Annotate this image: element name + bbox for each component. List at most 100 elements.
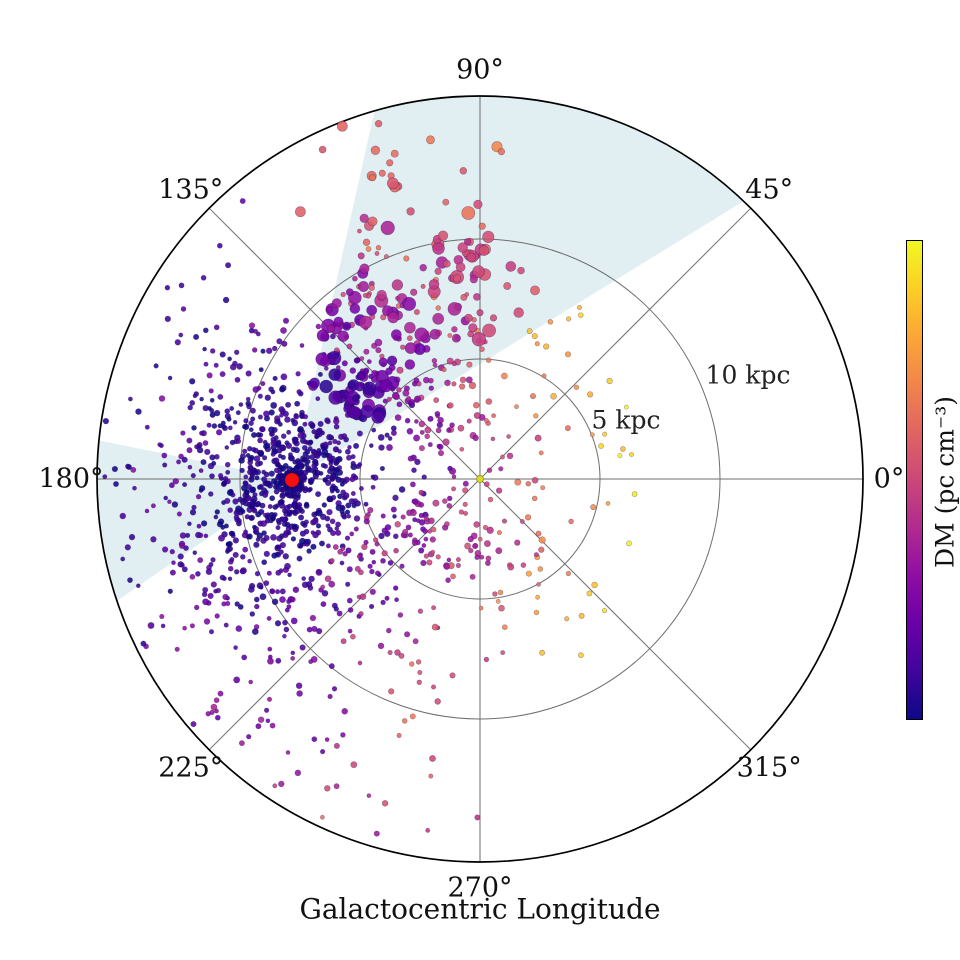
data-point bbox=[264, 394, 272, 401]
data-point bbox=[473, 521, 481, 528]
data-point bbox=[294, 400, 301, 407]
data-point bbox=[200, 459, 207, 466]
data-point bbox=[464, 313, 473, 323]
data-point bbox=[308, 476, 315, 483]
data-point bbox=[404, 342, 417, 354]
data-point bbox=[265, 718, 271, 724]
data-point bbox=[307, 446, 313, 452]
data-point bbox=[451, 486, 457, 492]
data-point bbox=[406, 395, 412, 402]
data-point bbox=[437, 416, 444, 424]
data-point bbox=[342, 551, 348, 557]
data-point bbox=[321, 502, 328, 508]
data-point bbox=[418, 547, 425, 554]
data-point bbox=[279, 412, 284, 418]
data-point bbox=[451, 474, 457, 480]
data-point bbox=[201, 591, 208, 598]
data-point bbox=[363, 539, 369, 546]
data-point bbox=[196, 446, 204, 454]
data-point bbox=[244, 489, 250, 495]
data-point bbox=[399, 563, 405, 569]
data-point bbox=[227, 507, 234, 514]
data-point bbox=[286, 598, 292, 605]
data-point bbox=[352, 498, 359, 504]
data-point bbox=[464, 542, 472, 550]
data-point bbox=[492, 591, 498, 597]
data-point bbox=[213, 362, 219, 368]
data-point bbox=[328, 435, 334, 440]
data-point bbox=[337, 548, 344, 555]
data-point bbox=[379, 465, 386, 472]
data-point bbox=[413, 377, 420, 384]
data-point bbox=[433, 397, 440, 404]
data-point bbox=[239, 498, 247, 506]
data-point bbox=[461, 206, 476, 220]
data-point bbox=[520, 562, 527, 568]
data-point bbox=[344, 535, 351, 541]
data-point bbox=[307, 585, 314, 591]
data-point bbox=[169, 548, 176, 555]
data-point bbox=[577, 305, 582, 310]
data-point bbox=[246, 533, 253, 540]
data-point bbox=[371, 410, 385, 424]
data-point bbox=[472, 265, 485, 278]
data-point bbox=[217, 393, 224, 400]
data-point bbox=[378, 357, 388, 367]
data-point bbox=[233, 349, 240, 356]
data-point bbox=[147, 622, 155, 629]
data-point bbox=[380, 599, 386, 606]
data-point bbox=[224, 408, 231, 415]
data-point bbox=[210, 703, 218, 711]
data-point bbox=[270, 389, 276, 395]
data-point bbox=[530, 285, 540, 296]
data-point bbox=[451, 333, 461, 343]
data-point bbox=[347, 444, 352, 450]
data-point bbox=[432, 499, 440, 507]
data-point bbox=[295, 371, 301, 377]
data-point bbox=[393, 547, 399, 554]
theta-label-45: 45° bbox=[745, 174, 794, 206]
data-point bbox=[306, 487, 312, 493]
data-point bbox=[506, 434, 511, 439]
radial-gridline-5kpc bbox=[359, 358, 601, 600]
data-point bbox=[127, 396, 133, 402]
data-point bbox=[426, 559, 433, 566]
data-point bbox=[353, 526, 359, 532]
data-point bbox=[369, 548, 376, 555]
data-point bbox=[316, 627, 323, 635]
data-point bbox=[430, 684, 437, 690]
data-point bbox=[280, 465, 287, 472]
data-point bbox=[287, 572, 292, 578]
data-point bbox=[196, 523, 202, 529]
data-point bbox=[424, 433, 431, 440]
data-point bbox=[337, 493, 343, 500]
data-point bbox=[345, 547, 352, 554]
data-point bbox=[261, 455, 268, 461]
data-point bbox=[337, 330, 349, 342]
data-point bbox=[365, 246, 372, 252]
data-point bbox=[339, 481, 345, 487]
data-point bbox=[401, 718, 408, 724]
data-point bbox=[164, 315, 171, 323]
data-point bbox=[386, 396, 392, 402]
data-point bbox=[423, 515, 429, 522]
data-point bbox=[160, 623, 166, 629]
radial-label-5kpc: 5 kpc bbox=[591, 405, 661, 435]
data-point bbox=[321, 589, 329, 597]
data-point bbox=[435, 305, 441, 311]
data-point bbox=[178, 332, 184, 338]
data-point bbox=[418, 512, 425, 519]
data-point bbox=[318, 145, 327, 154]
data-point bbox=[119, 512, 127, 520]
data-point bbox=[381, 800, 389, 807]
data-point bbox=[487, 496, 494, 503]
data-point bbox=[506, 452, 514, 460]
data-point bbox=[235, 438, 242, 444]
data-point bbox=[356, 430, 363, 437]
colorbar-gradient bbox=[907, 241, 922, 719]
data-point bbox=[229, 363, 237, 371]
data-point bbox=[446, 495, 453, 502]
data-point bbox=[249, 454, 255, 461]
data-point bbox=[349, 531, 355, 537]
data-point bbox=[227, 576, 233, 582]
